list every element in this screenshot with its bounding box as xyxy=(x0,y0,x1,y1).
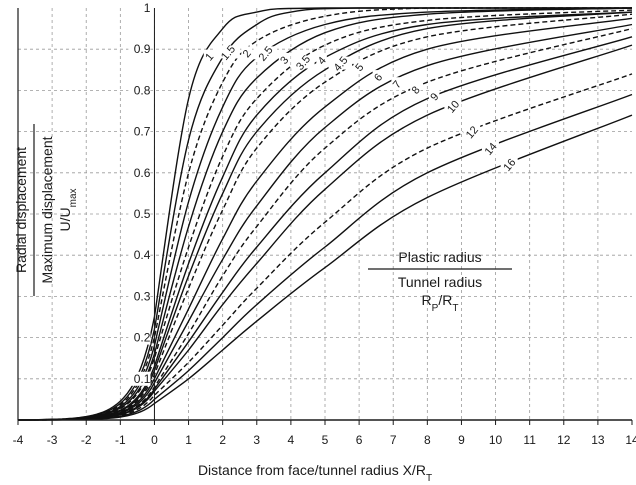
curve-label-bg xyxy=(241,46,252,60)
y-tick-label: 0.1 xyxy=(134,372,151,386)
x-tick-label: 2 xyxy=(219,433,226,447)
x-tick-label: 6 xyxy=(356,433,363,447)
curve-label-bg xyxy=(463,125,481,139)
x-tick-label: 7 xyxy=(390,433,397,447)
y-tick-label-bg xyxy=(128,124,151,139)
curve-label-bg xyxy=(428,89,440,103)
x-tick-label: 0 xyxy=(151,433,158,447)
y-tick-label-bg xyxy=(128,83,151,98)
curve-label-bg xyxy=(203,49,215,63)
y-tick-label: 0.7 xyxy=(134,125,151,139)
y-tick-label: 0.4 xyxy=(134,248,151,262)
curve-label-bg xyxy=(253,46,278,60)
y-tick-label: 0.5 xyxy=(134,207,151,221)
y-tick-label-bg xyxy=(128,248,151,263)
curve-label-bg xyxy=(291,55,315,69)
y-axis-title-top: Radial displacement xyxy=(13,147,29,273)
curve-label-bg xyxy=(328,56,353,70)
grid xyxy=(18,8,632,420)
y-tick-label: 0.6 xyxy=(134,166,151,180)
y-tick-label-bg xyxy=(128,371,151,386)
y-tick-label: 0.9 xyxy=(134,42,151,56)
y-tick-labels: 0.1 0.2 0.3 0.4 0.5 0.6 0.7 0.8 0.9 1 xyxy=(128,1,151,386)
x-tick-label: 12 xyxy=(557,433,571,447)
y-tick-label: 0.3 xyxy=(134,289,151,303)
curve-label-bg xyxy=(444,99,462,113)
x-tick-label: 10 xyxy=(489,433,503,447)
x-tick-label: 8 xyxy=(424,433,431,447)
y-tick-label-bg xyxy=(128,42,151,57)
curve-label-bg xyxy=(410,82,421,96)
curve-label-bg xyxy=(481,141,499,155)
curve-label-bg xyxy=(316,53,327,67)
y-tick-label-bg xyxy=(128,289,151,304)
x-tick-label: -1 xyxy=(115,433,126,447)
x-tick-label: 4 xyxy=(288,433,295,447)
y-tick-label: 0.2 xyxy=(134,331,151,345)
legend-denominator: Tunnel radius xyxy=(398,274,482,290)
curve-label-bg xyxy=(353,60,365,74)
curve-label-bg xyxy=(391,77,402,91)
y-tick-label: 1 xyxy=(144,1,151,15)
x-tick-label: 1 xyxy=(185,433,192,447)
legend-ratio: RP/RT xyxy=(422,292,459,314)
legend: Plastic radius Tunnel radius RP/RT xyxy=(368,249,512,314)
y-tick-label-bg xyxy=(128,207,151,221)
x-tick-label: -4 xyxy=(13,433,24,447)
curve-label-bg xyxy=(278,52,290,66)
y-axis-title-bottom: Maximum displacement xyxy=(39,136,55,283)
legend-numerator: Plastic radius xyxy=(398,249,481,265)
x-tick-label: -3 xyxy=(47,433,58,447)
x-tick-label: 9 xyxy=(458,433,465,447)
x-tick-label: 14 xyxy=(625,433,636,447)
curve-label-bg xyxy=(216,45,240,59)
y-tick-label-bg xyxy=(141,1,151,15)
y-tick-label: 0.8 xyxy=(134,83,151,97)
y-axis-title-ratio: U/Umax xyxy=(57,188,79,231)
curve-label-bg xyxy=(500,157,518,171)
x-tick-label: 3 xyxy=(253,433,260,447)
y-axis-title: Radial displacement Maximum displacement… xyxy=(13,124,79,296)
x-tick-label: 5 xyxy=(322,433,329,447)
x-tick-label: 11 xyxy=(523,433,536,447)
y-tick-label-bg xyxy=(128,165,151,180)
x-axis-title: Distance from face/tunnel radius X/RT xyxy=(198,462,432,484)
x-tick-label: -2 xyxy=(81,433,92,447)
x-tick-label: 13 xyxy=(591,433,605,447)
y-tick-label-bg xyxy=(128,330,151,345)
x-tick-labels: -4 -3 -2 -1 0 1 2 3 4 5 6 7 8 9 10 11 12 13 14 xyxy=(13,420,636,447)
curve-label-bg xyxy=(372,70,384,84)
